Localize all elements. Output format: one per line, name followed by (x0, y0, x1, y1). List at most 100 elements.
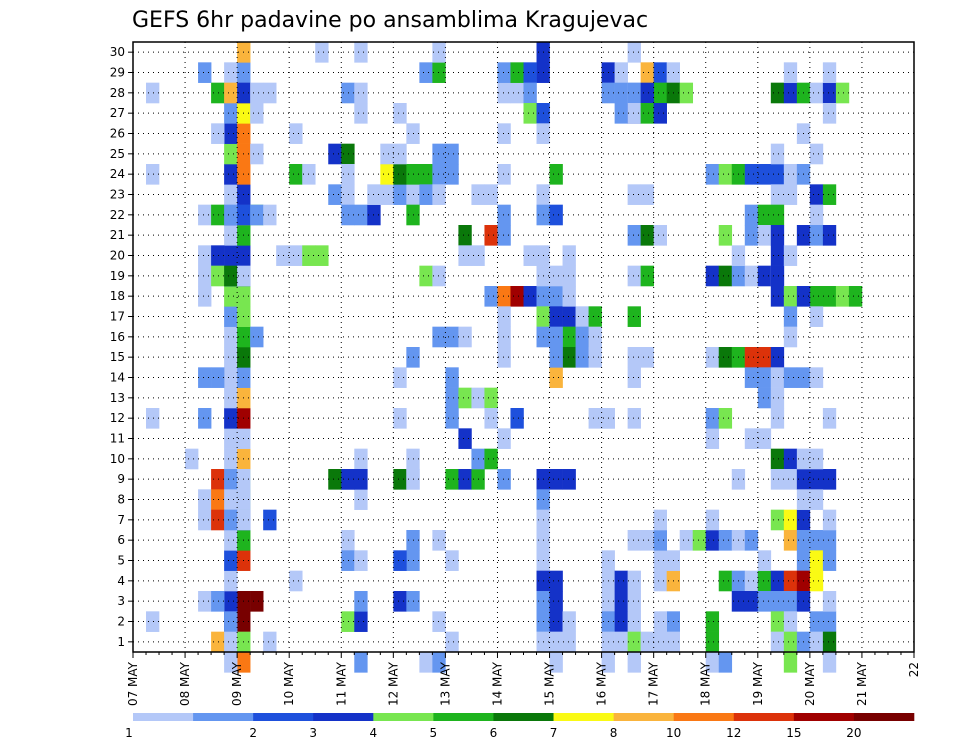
precip-cell (510, 408, 524, 429)
precip-cell (549, 652, 563, 673)
precip-cell (757, 204, 772, 226)
precip-cell (224, 591, 238, 612)
precip-cell (653, 103, 667, 124)
precip-cell (809, 489, 824, 510)
x-tick-label: 18 MAY (699, 661, 713, 706)
legend-swatch (373, 713, 434, 721)
precip-cell (224, 530, 238, 551)
precip-cell (770, 245, 785, 266)
precip-cell (380, 164, 394, 185)
legend-swatch (493, 713, 554, 721)
legend-swatch (553, 713, 614, 721)
precip-cell (770, 164, 785, 185)
precip-cell (770, 286, 785, 307)
precip-cell (354, 204, 368, 226)
precip-cell (445, 550, 459, 571)
precip-cell (497, 82, 511, 104)
y-axis-ticks: 1234567891011121314151617181920212223242… (110, 45, 133, 649)
precip-cell (809, 286, 824, 307)
precip-cell (198, 204, 212, 226)
precip-cell (354, 611, 368, 632)
x-tick-label: 14 MAY (490, 661, 504, 706)
precip-cell (770, 509, 785, 531)
precip-cell (432, 265, 446, 287)
precip-cell (614, 611, 628, 632)
precip-cell (822, 469, 837, 490)
precip-cell (588, 347, 602, 368)
precip-cell (783, 611, 798, 632)
precip-cell (497, 123, 511, 144)
x-tick-label: 09 MAY (230, 661, 244, 706)
precip-cell (315, 42, 329, 63)
legend-label: 5 (430, 726, 438, 740)
precip-cell (783, 631, 798, 653)
precip-cell (835, 82, 850, 104)
precip-cell (211, 245, 225, 266)
precip-cell (250, 103, 264, 124)
precip-cell (614, 82, 628, 104)
precip-cell (211, 367, 225, 388)
y-tick-label: 11 (110, 432, 125, 446)
precip-cell (549, 611, 563, 632)
precip-cell (419, 184, 433, 205)
precip-cell (809, 143, 824, 165)
precip-cell (705, 652, 720, 673)
precip-cell (757, 428, 772, 449)
precip-cell (562, 286, 576, 307)
precip-cell (822, 62, 837, 83)
precip-cell (484, 408, 498, 429)
precip-cell (822, 550, 837, 571)
precip-cell (653, 570, 667, 592)
precip-cell (432, 652, 446, 673)
y-tick-label: 28 (110, 86, 125, 100)
precip-cell (432, 184, 446, 205)
precip-cell (783, 652, 798, 673)
precip-cell (562, 469, 576, 490)
precip-cell (770, 469, 785, 490)
x-tick-label: 07 MAY (126, 661, 140, 706)
precip-cell (575, 306, 589, 327)
y-tick-label: 24 (110, 167, 125, 181)
precip-cell (549, 265, 563, 287)
precip-cell (393, 591, 407, 612)
precip-cell (783, 448, 798, 470)
y-tick-label: 23 (110, 188, 125, 202)
precip-cell (445, 469, 459, 490)
precip-cell (562, 611, 576, 632)
legend-swatch (433, 713, 494, 721)
precip-cell (744, 225, 759, 246)
precip-cell (588, 408, 602, 429)
precip-cell (562, 245, 576, 266)
precip-cell (432, 42, 446, 63)
precip-cell (276, 245, 290, 266)
precip-cell (354, 42, 368, 63)
precip-cell (484, 448, 498, 470)
legend-label: 12 (726, 726, 741, 740)
precip-cell (497, 62, 511, 83)
x-tick-label: 22 (907, 662, 921, 677)
precip-cell (380, 184, 394, 205)
precip-cell (770, 611, 785, 632)
precip-cell (341, 530, 355, 551)
precip-cell (432, 164, 446, 185)
precip-cell (224, 184, 238, 205)
precip-cell (328, 184, 342, 205)
precip-cell (809, 82, 824, 104)
precip-cell (224, 509, 238, 531)
precip-cell (198, 591, 212, 612)
precip-cell (627, 82, 641, 104)
precip-cell (783, 82, 798, 104)
x-tick-label: 12 MAY (386, 661, 400, 706)
precip-cell (783, 184, 798, 205)
precip-cell (354, 652, 368, 673)
precip-cell (718, 225, 733, 246)
precip-cell (497, 306, 511, 327)
precip-cell (419, 62, 433, 83)
precip-cell (445, 326, 459, 348)
precip-cell (783, 245, 798, 266)
precip-cell (640, 184, 654, 205)
precip-cell (224, 164, 238, 185)
y-tick-label: 9 (117, 472, 125, 486)
precip-cell (679, 530, 694, 551)
y-tick-label: 18 (110, 289, 125, 303)
